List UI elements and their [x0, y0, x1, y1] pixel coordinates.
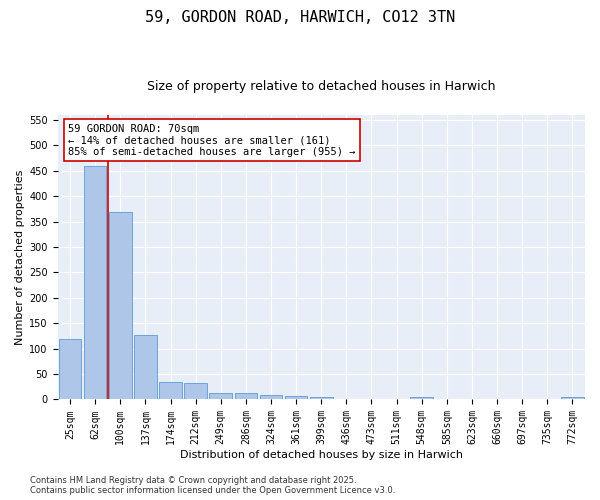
Bar — [235, 394, 257, 400]
Bar — [561, 397, 584, 400]
X-axis label: Distribution of detached houses by size in Harwich: Distribution of detached houses by size … — [180, 450, 463, 460]
Title: Size of property relative to detached houses in Harwich: Size of property relative to detached ho… — [147, 80, 496, 93]
Y-axis label: Number of detached properties: Number of detached properties — [15, 170, 25, 345]
Bar — [109, 212, 131, 400]
Bar — [84, 166, 106, 400]
Bar — [209, 394, 232, 400]
Bar — [59, 338, 82, 400]
Bar — [134, 335, 157, 400]
Bar — [310, 397, 332, 400]
Bar — [159, 382, 182, 400]
Bar — [410, 398, 433, 400]
Bar — [335, 399, 358, 400]
Text: 59, GORDON ROAD, HARWICH, CO12 3TN: 59, GORDON ROAD, HARWICH, CO12 3TN — [145, 10, 455, 25]
Bar — [260, 396, 283, 400]
Text: Contains HM Land Registry data © Crown copyright and database right 2025.
Contai: Contains HM Land Registry data © Crown c… — [30, 476, 395, 495]
Text: 59 GORDON ROAD: 70sqm
← 14% of detached houses are smaller (161)
85% of semi-det: 59 GORDON ROAD: 70sqm ← 14% of detached … — [68, 124, 356, 156]
Bar — [184, 382, 207, 400]
Bar — [285, 396, 307, 400]
